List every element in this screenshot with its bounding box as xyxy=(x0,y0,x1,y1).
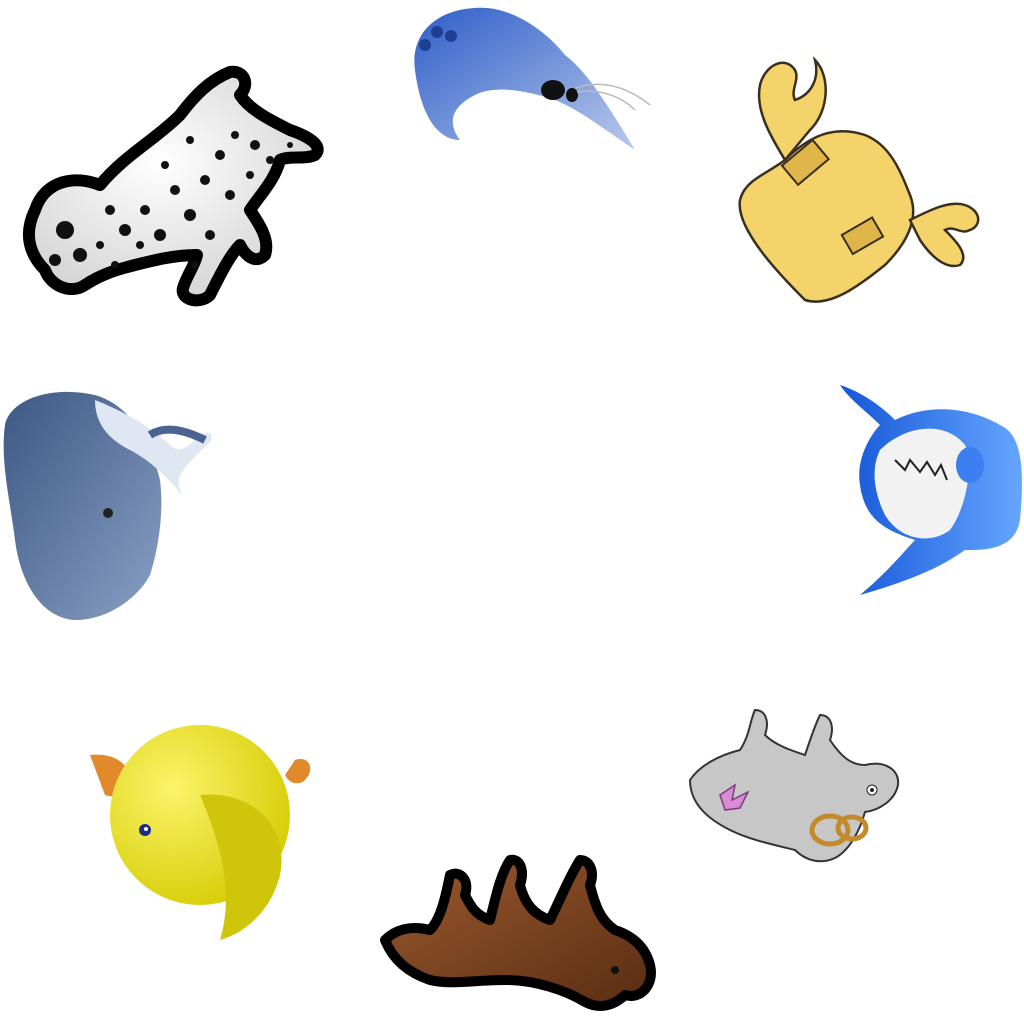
dalmatian-icon[interactable] xyxy=(5,60,335,315)
whale-icon[interactable] xyxy=(0,380,225,625)
chick-icon[interactable] xyxy=(80,715,365,950)
crab-icon[interactable] xyxy=(715,40,990,310)
shrimp-icon[interactable] xyxy=(395,0,660,160)
horse-icon[interactable] xyxy=(375,830,665,1020)
cow-icon[interactable] xyxy=(680,700,910,875)
shark-icon[interactable] xyxy=(835,380,1024,605)
